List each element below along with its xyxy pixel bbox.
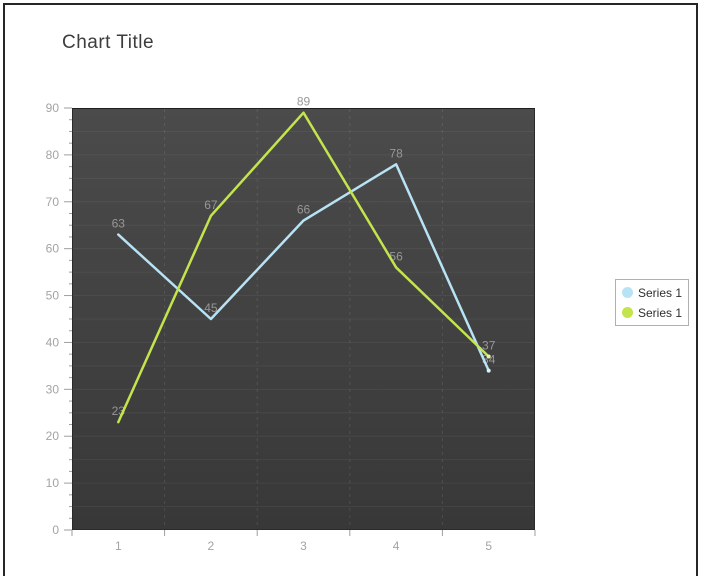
data-label: 89	[297, 95, 311, 109]
x-axis-label: 1	[115, 539, 122, 553]
legend-label: Series 1	[638, 305, 683, 320]
x-axis-label: 4	[393, 539, 400, 553]
y-axis-label: 40	[46, 335, 60, 349]
series-2-swatch-icon	[622, 307, 633, 318]
plot-area	[72, 108, 535, 530]
x-axis-label: 3	[300, 539, 307, 553]
x-axis-label: 2	[208, 539, 215, 553]
y-axis-label: 0	[52, 523, 59, 537]
data-label: 67	[204, 198, 218, 212]
y-axis-label: 20	[46, 429, 60, 443]
y-axis-label: 60	[46, 242, 60, 256]
y-axis-label: 90	[46, 101, 60, 115]
data-label: 66	[297, 203, 311, 217]
data-label: 45	[204, 301, 218, 315]
legend-label: Series 1	[638, 285, 683, 300]
y-axis-label: 80	[46, 148, 60, 162]
legend: Series 1 Series 1	[615, 279, 689, 326]
data-label: 63	[112, 217, 126, 231]
series-line	[117, 111, 490, 424]
legend-item: Series 1	[622, 304, 682, 321]
series-1-swatch-icon	[622, 287, 633, 298]
series-endpoint-marker	[486, 368, 491, 373]
data-label: 78	[389, 146, 403, 160]
x-axis-label: 5	[485, 539, 492, 553]
y-axis-label: 30	[46, 382, 60, 396]
legend-item: Series 1	[622, 284, 682, 301]
y-axis-label: 50	[46, 289, 60, 303]
series-endpoint-marker	[486, 354, 491, 359]
y-axis-label: 10	[46, 476, 60, 490]
series-line	[117, 163, 490, 372]
y-axis-label: 70	[46, 195, 60, 209]
data-label: 37	[482, 339, 496, 353]
chart-title: Chart Title	[62, 32, 155, 53]
